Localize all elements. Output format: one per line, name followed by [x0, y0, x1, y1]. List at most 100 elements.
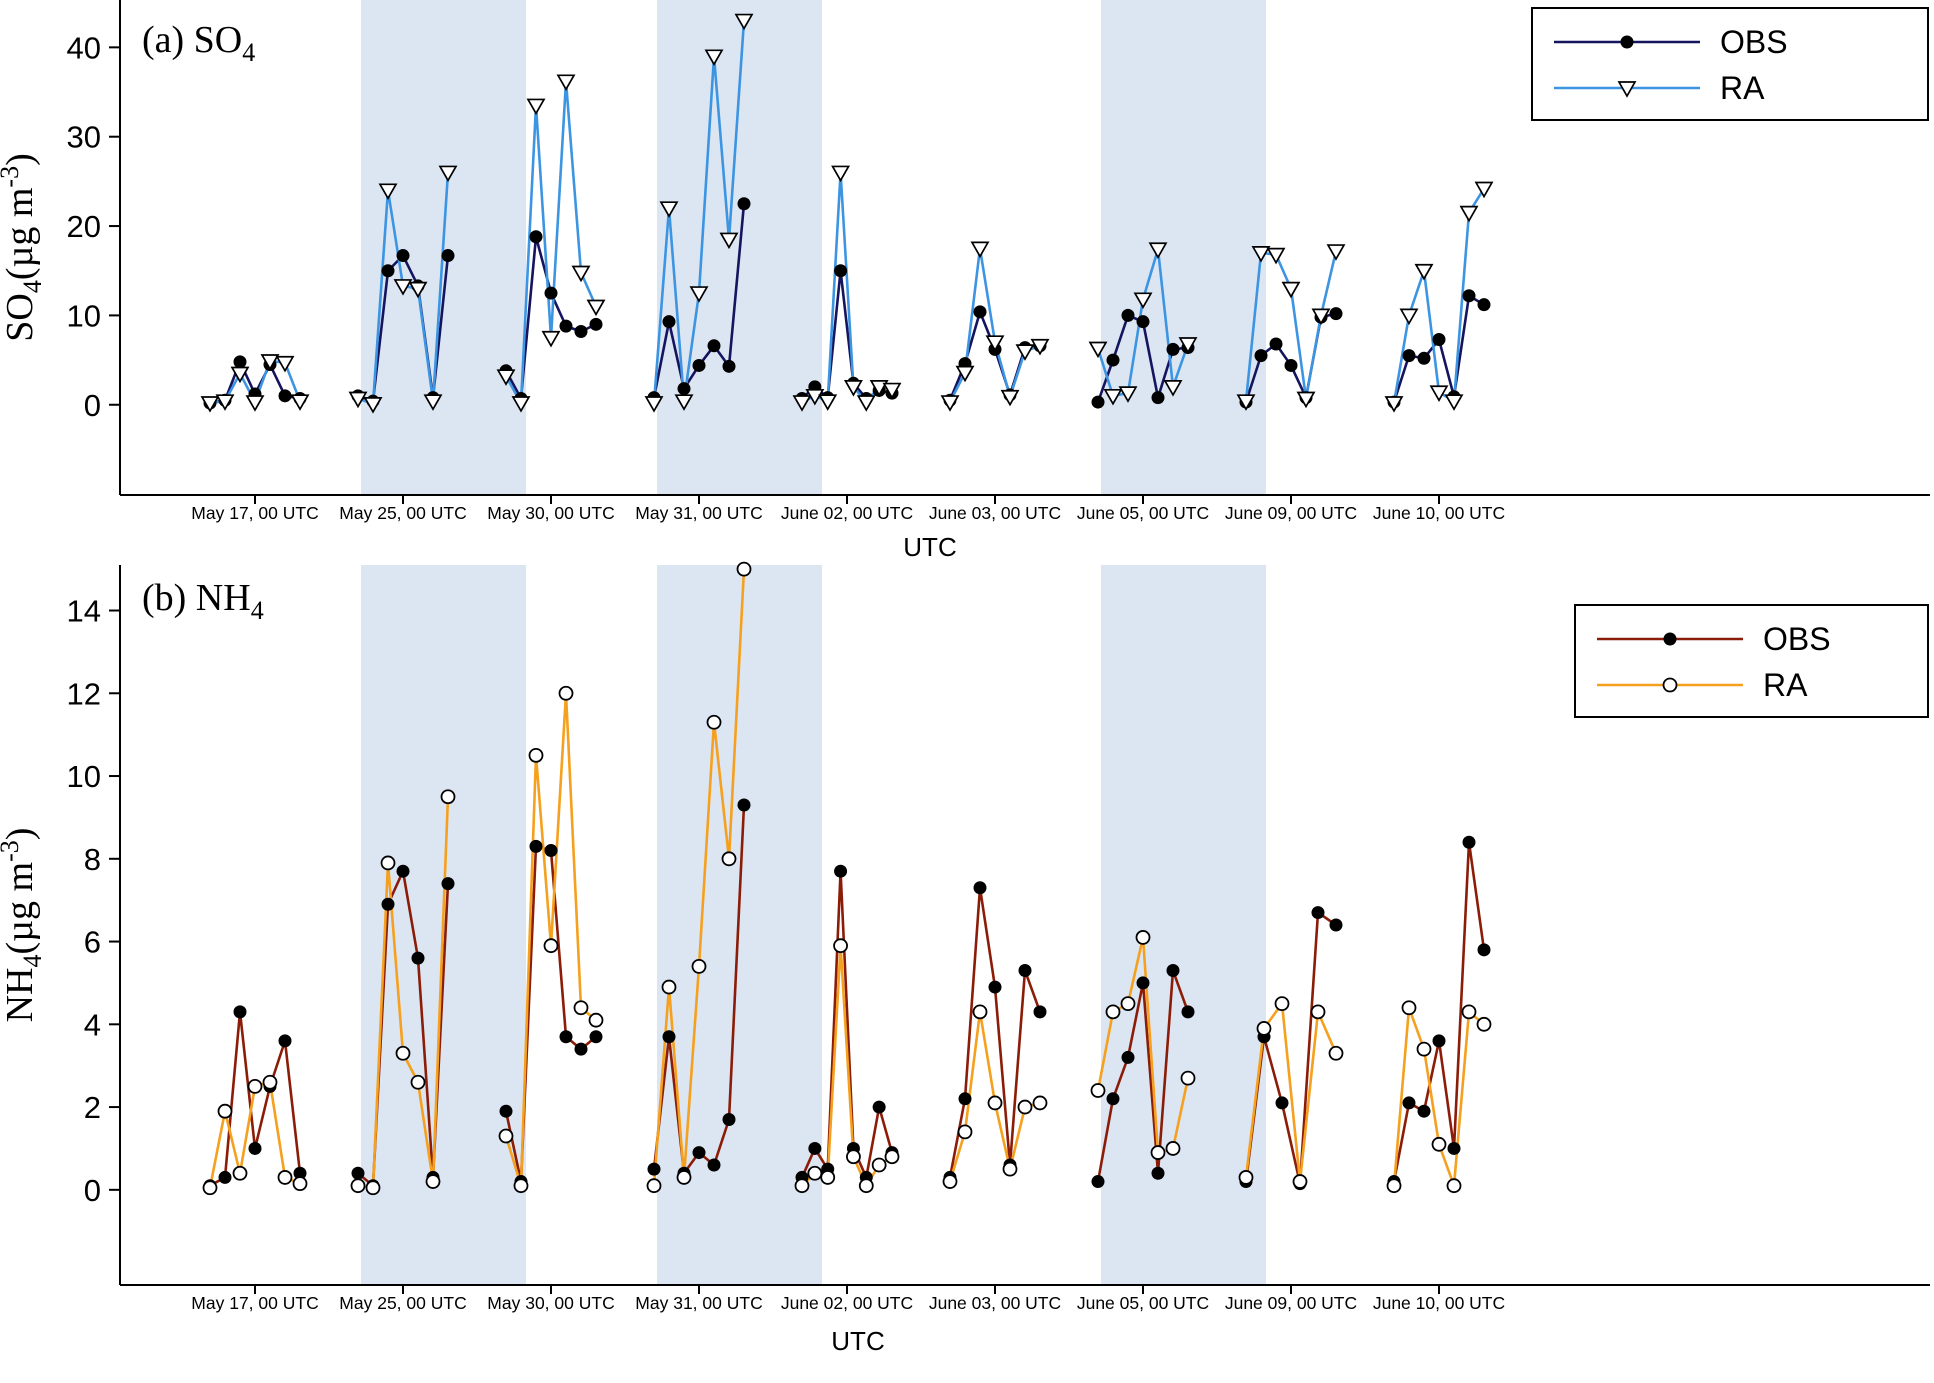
ra-data-point [1105, 1004, 1121, 1020]
ra-data-point [215, 394, 235, 411]
ra-data-point [1384, 396, 1404, 413]
obs-data-point [529, 839, 543, 853]
obs-data-point [1033, 1005, 1047, 1019]
y-tick-label: 2 [84, 1090, 101, 1125]
ra-data-point [1120, 996, 1136, 1012]
highlight-band [1101, 0, 1266, 495]
ra-data-point [843, 380, 863, 397]
ra-data-point [588, 1012, 604, 1028]
obs-data-point [1091, 1175, 1105, 1189]
ra-data-point [408, 281, 428, 299]
ra-data-point [1238, 1170, 1254, 1185]
so4-chart-panel: 0 10 20 30 40 May 17, 00 UTC May 25, 00 UTC May… [0, 0, 1930, 560]
obs-data-point [396, 249, 410, 263]
ra-data-point [985, 335, 1005, 352]
obs-data-point [1477, 298, 1491, 312]
ra-data-point [275, 355, 295, 373]
obs-data-point [1136, 315, 1150, 329]
obs-data-point [1402, 349, 1416, 363]
obs-data-point [1151, 391, 1165, 405]
ra-data-point [200, 396, 220, 413]
ra-data-point [719, 232, 739, 250]
ra-data-point [395, 1045, 411, 1061]
obs-data-point [872, 1100, 886, 1114]
ra-data-point [363, 397, 383, 414]
ra-data-point [972, 1004, 988, 1020]
legend-label-obs: OBS [1763, 621, 1831, 657]
ra-data-point [1292, 1174, 1308, 1189]
obs-data-point [1181, 1005, 1195, 1019]
obs-data-point [662, 1030, 676, 1044]
ra-data-point [691, 958, 707, 974]
obs-data-point [218, 1170, 232, 1184]
ra-data-point [676, 1170, 692, 1185]
x-tick-label: May 31, 00 UTC [635, 1293, 762, 1313]
ra-data-point [970, 241, 990, 259]
obs-data-point [677, 382, 691, 396]
obs-data-point [1311, 906, 1325, 920]
y-tick-label: 14 [67, 594, 101, 629]
x-tick-label: June 03, 00 UTC [929, 503, 1061, 523]
y-tick-label: 6 [84, 925, 101, 960]
ra-data-point [869, 380, 889, 397]
obs-data-point [381, 897, 395, 911]
ra-data-point [541, 330, 561, 348]
x-tick-label: June 10, 00 UTC [1373, 1293, 1505, 1313]
ra-data-point [438, 165, 458, 183]
ra-data-point [871, 1157, 887, 1173]
ra-data-point [425, 1174, 441, 1189]
obs-data-point [722, 1112, 736, 1126]
legend-marker-obs [1663, 632, 1677, 646]
x-axis-title: UTC [831, 1326, 884, 1356]
x-tick-label: June 09, 00 UTC [1225, 503, 1357, 523]
y-tick-label: 12 [67, 676, 101, 711]
ra-data-point [217, 1103, 233, 1119]
obs-data-point [1091, 395, 1105, 409]
obs-data-point [278, 389, 292, 403]
ra-data-point [792, 395, 812, 412]
obs-data-point [834, 264, 848, 278]
ra-data-point [571, 265, 591, 283]
x-tick-label: May 25, 00 UTC [339, 503, 466, 523]
obs-data-point [559, 319, 573, 333]
ra-data-point [1326, 244, 1346, 261]
obs-data-point [1121, 1050, 1135, 1064]
obs-data-point [1402, 1096, 1416, 1110]
panel-title: (a) SO4 [142, 19, 255, 67]
x-tick-label: June 05, 00 UTC [1077, 503, 1209, 523]
ra-data-point [528, 747, 544, 763]
ra-data-point [1461, 1004, 1477, 1020]
ra-data-point [689, 286, 709, 303]
obs-data-point [1329, 307, 1343, 321]
ra-data-point [1165, 1141, 1181, 1156]
ra-data-point [245, 395, 265, 412]
panel-title: (b) NH4 [142, 577, 264, 625]
ra-data-point [498, 1128, 514, 1144]
obs-data-point [834, 864, 848, 878]
ra-data-point [704, 49, 724, 67]
ra-data-point [1446, 1178, 1462, 1194]
y-tick-label: 20 [67, 209, 101, 244]
obs-data-point [574, 1042, 588, 1056]
ra-data-point [202, 1180, 218, 1196]
obs-data-point [1417, 351, 1431, 365]
obs-data-point [973, 881, 987, 895]
obs-data-point [293, 1166, 307, 1180]
obs-data-point [574, 324, 588, 338]
ra-data-point [1281, 281, 1301, 299]
obs-data-point [1432, 333, 1446, 347]
ra-data-point [659, 201, 679, 218]
y-tick-label: 40 [67, 30, 101, 65]
ra-data-point [262, 1074, 278, 1090]
y-tick-label: 8 [84, 842, 101, 877]
obs-data-point [1106, 353, 1120, 367]
obs-data-point [1166, 342, 1180, 356]
ra-data-point [1090, 1083, 1106, 1098]
ra-data-point [496, 369, 516, 386]
obs-data-point [1447, 1141, 1461, 1155]
ra-data-point [1414, 263, 1434, 281]
ra-data-point [1399, 308, 1419, 326]
obs-data-point [278, 1034, 292, 1048]
obs-data-point [1275, 1096, 1289, 1110]
ra-data-point [292, 1176, 308, 1192]
